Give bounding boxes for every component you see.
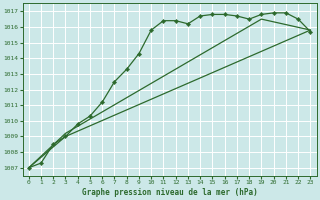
X-axis label: Graphe pression niveau de la mer (hPa): Graphe pression niveau de la mer (hPa) (82, 188, 258, 197)
